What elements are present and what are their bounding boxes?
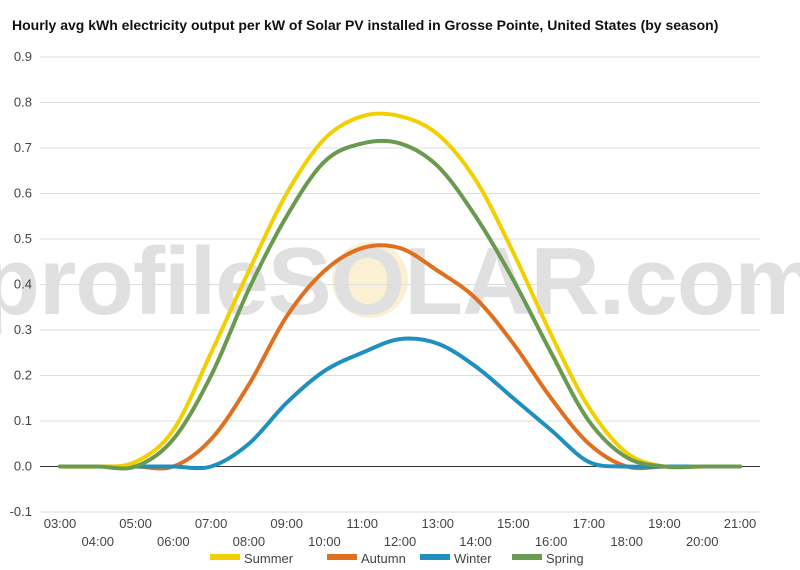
- legend-swatch-autumn: [327, 554, 357, 560]
- y-tick-label: -0.1: [10, 504, 32, 519]
- x-tick-label: 09:00: [270, 516, 303, 531]
- series-line-spring: [58, 138, 742, 471]
- x-tick-label: 16:00: [535, 534, 568, 549]
- x-axis-ticks: 03:00 05:00 07:00 09:00 11:00 13:00 15:00 17:00…: [44, 516, 757, 549]
- legend: Summer Autumn Winter Spring: [210, 551, 584, 566]
- y-tick-label: 0.9: [14, 49, 32, 64]
- chart-title: Hourly avg kWh electricity output per kW…: [12, 17, 719, 33]
- y-tick-label: 0.0: [14, 459, 32, 474]
- series-lines: [58, 111, 742, 471]
- x-tick-label: 18:00: [610, 534, 643, 549]
- x-tick-label: 15:00: [497, 516, 530, 531]
- series-line-winter: [58, 336, 742, 471]
- legend-label-autumn: Autumn: [361, 551, 406, 566]
- y-tick-label: 0.1: [14, 413, 32, 428]
- series-line-summer: [58, 111, 742, 470]
- x-tick-label: 05:00: [119, 516, 152, 531]
- legend-label-spring: Spring: [546, 551, 584, 566]
- y-axis-ticks: -0.1 0.0 0.1 0.2 0.3 0.4 0.5 0.6 0.7 0.8 0.9: [10, 49, 32, 519]
- x-tick-label: 06:00: [157, 534, 190, 549]
- x-tick-label: 08:00: [233, 534, 266, 549]
- y-tick-label: 0.7: [14, 140, 32, 155]
- legend-swatch-summer: [210, 554, 240, 560]
- legend-swatch-winter: [420, 554, 450, 560]
- legend-label-summer: Summer: [244, 551, 294, 566]
- watermark-text: profileSOLAR.com: [0, 228, 800, 335]
- y-tick-label: 0.2: [14, 368, 32, 383]
- x-tick-label: 07:00: [195, 516, 228, 531]
- x-tick-label: 14:00: [459, 534, 492, 549]
- y-tick-label: 0.5: [14, 231, 32, 246]
- y-tick-label: 0.6: [14, 186, 32, 201]
- x-tick-label: 13:00: [422, 516, 455, 531]
- x-tick-label: 19:00: [648, 516, 681, 531]
- x-tick-label: 12:00: [384, 534, 417, 549]
- y-tick-label: 0.4: [14, 277, 32, 292]
- y-tick-label: 0.8: [14, 95, 32, 110]
- x-tick-label: 04:00: [82, 534, 115, 549]
- x-tick-label: 17:00: [573, 516, 606, 531]
- legend-label-winter: Winter: [454, 551, 492, 566]
- x-tick-label: 11:00: [346, 516, 378, 531]
- x-tick-label: 20:00: [686, 534, 719, 549]
- y-tick-label: 0.3: [14, 322, 32, 337]
- x-tick-label: 10:00: [308, 534, 341, 549]
- watermark: profileSOLAR.com: [0, 228, 800, 335]
- watermark-sun: [332, 242, 408, 318]
- legend-swatch-spring: [512, 554, 542, 560]
- x-tick-label: 03:00: [44, 516, 77, 531]
- gridlines: [40, 56, 760, 513]
- x-tick-label: 21:00: [724, 516, 757, 531]
